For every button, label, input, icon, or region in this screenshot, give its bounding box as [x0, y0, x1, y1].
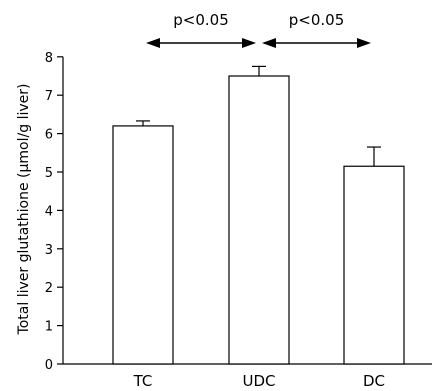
- bars: [112, 65, 405, 365]
- arrow-head-right: [357, 38, 371, 48]
- y-tick-label: 6: [45, 128, 53, 143]
- significance-annotations: p<0.05 p<0.05: [146, 11, 371, 48]
- y-tick-label: 1: [45, 320, 53, 335]
- y-tick-label: 7: [45, 89, 53, 104]
- p-value-arrow-2: p<0.05: [262, 11, 371, 48]
- p-value-label: p<0.05: [289, 11, 345, 29]
- y-tick-label: 3: [45, 243, 53, 258]
- y-tick-label: 8: [45, 51, 53, 66]
- bar-dc: [343, 165, 405, 365]
- arrow-head-right: [242, 38, 256, 48]
- x-tick-label-tc: TC: [133, 372, 153, 390]
- arrow-head-left: [262, 38, 276, 48]
- y-tick-label: 2: [45, 281, 53, 296]
- y-tick-label: 0: [45, 358, 53, 373]
- y-axis: 0 1 2 3 4 5 6 7 8: [45, 51, 64, 373]
- x-tick-label-udc: UDC: [242, 372, 275, 390]
- x-tick-label-dc: DC: [363, 372, 385, 390]
- y-axis-title: Total liver glutathione (µmol/g liver): [16, 84, 32, 336]
- y-tick-label: 5: [45, 166, 53, 181]
- p-value-label: p<0.05: [173, 11, 229, 29]
- y-tick-label: 4: [45, 204, 53, 219]
- p-value-arrow-1: p<0.05: [146, 11, 256, 48]
- arrow-head-left: [146, 38, 160, 48]
- bar-tc: [112, 125, 174, 365]
- bar-udc: [228, 75, 290, 365]
- x-axis: TC UDC DC: [63, 363, 432, 390]
